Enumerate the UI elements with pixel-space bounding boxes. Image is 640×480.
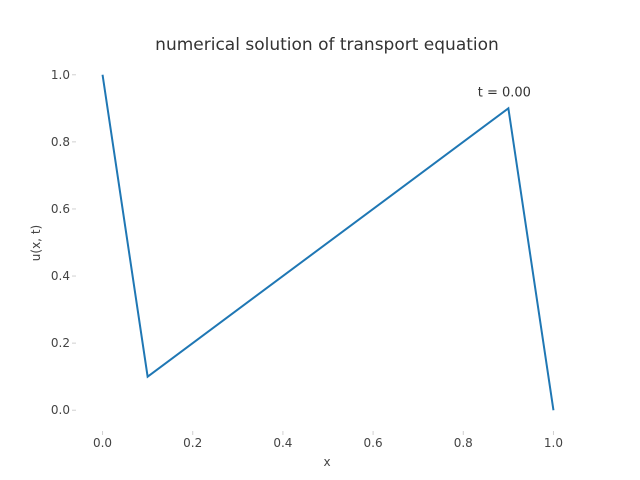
x-tick-label: 0.2	[183, 436, 202, 450]
x-axis-label: x	[323, 455, 330, 469]
y-tick-label: 0.6	[51, 202, 70, 216]
chart-title: numerical solution of transport equation	[155, 35, 499, 55]
y-tick-label: 0.2	[51, 336, 70, 350]
x-tick-label: 0.4	[273, 436, 292, 450]
x-tick-label: 1.0	[544, 436, 563, 450]
y-axis: 0.0 0.2 0.4 0.6 0.8 1.0	[51, 68, 76, 417]
x-tick-label: 0.0	[93, 436, 112, 450]
series-line	[101, 74, 555, 411]
x-tick-label: 0.8	[454, 436, 473, 450]
x-axis: 0.0 0.2 0.4 0.6 0.8 1.0	[93, 431, 563, 450]
plot-area	[101, 74, 555, 411]
x-tick-label: 0.6	[364, 436, 383, 450]
y-axis-label: u(x, t)	[29, 225, 43, 261]
y-tick-label: 0.8	[51, 135, 70, 149]
time-annotation: t = 0.00	[478, 86, 531, 101]
y-tick-label: 0.0	[51, 403, 70, 417]
y-tick-label: 1.0	[51, 68, 70, 82]
y-tick-label: 0.4	[51, 269, 70, 283]
